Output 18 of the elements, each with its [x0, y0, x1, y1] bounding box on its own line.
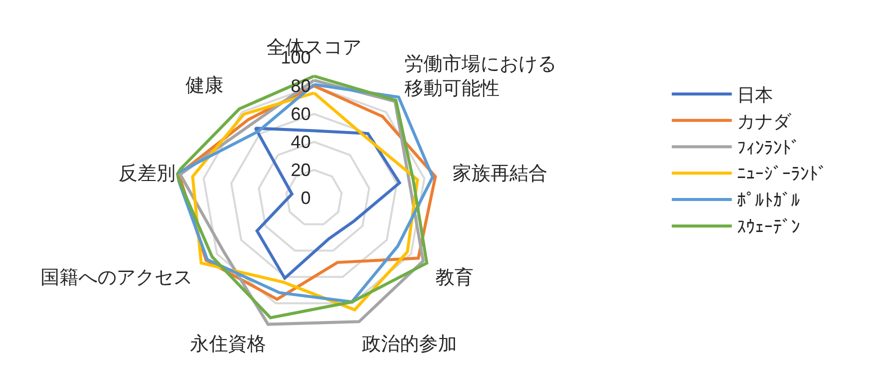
- spoke-label: 労働市場における移動可能性: [404, 52, 556, 100]
- spoke-label: 反差別: [118, 163, 176, 184]
- spoke-label: 家族再結合: [452, 162, 548, 184]
- legend-label: ｽｳｪｰﾃﾞﾝ: [736, 216, 800, 237]
- y-tick-label: 40: [290, 132, 311, 152]
- y-tick-label: 60: [290, 104, 311, 124]
- spoke-label: 国籍へのアクセス: [40, 267, 192, 288]
- legend-label: 日本: [736, 84, 773, 105]
- legend-label: ﾆｭｰｼﾞｰﾗﾝﾄﾞ: [736, 164, 827, 184]
- spoke-label: 健康: [186, 74, 224, 97]
- legend-label: ﾎﾟﾙﾄｶﾞﾙ: [736, 190, 800, 211]
- y-tick-label: 20: [290, 160, 311, 180]
- spoke-label: 永住資格: [190, 333, 266, 356]
- legend-label: カナダ: [736, 111, 792, 132]
- y-tick-label: 0: [300, 188, 311, 208]
- spoke-label: 教育: [436, 266, 474, 288]
- spoke-label: 政治的参加: [362, 334, 458, 356]
- legend-label: ﾌｨﾝﾗﾝﾄﾞ: [736, 138, 800, 158]
